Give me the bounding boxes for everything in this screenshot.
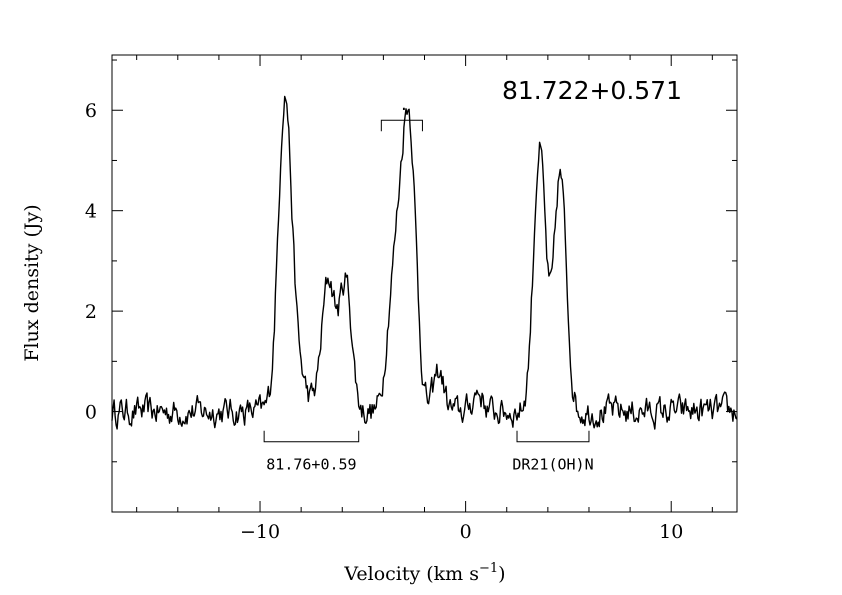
annotation-bracket [380,119,423,132]
upper-marker: · [399,100,408,118]
x-axis-title-sup: −1 [479,561,498,576]
x-axis-title-close: ) [498,563,505,585]
annotation-bracket [263,430,360,443]
x-axis-title: Velocity (km s−1) [343,561,505,585]
y-axis-title: Flux density (Jy) [21,204,43,361]
x-tick-label: 0 [460,521,472,543]
axis-ticks [112,55,737,512]
annotation-brackets: 81.76+0.59 DR21(OH)N [263,119,594,474]
plot-frame [111,54,738,513]
x-tick-label: −10 [240,521,280,543]
y-tick-label: 4 [85,201,97,223]
y-tick-label: 6 [85,100,97,122]
source-title: 81.722+0.571 [502,76,682,105]
y-tick-label: 0 [85,402,97,424]
annotation-label: 81.76+0.59 [266,456,356,474]
annotation-label: DR21(OH)N [512,456,593,474]
annotation-bracket [516,430,590,443]
y-tick-label: 2 [85,301,97,323]
tick-labels: −10 0 10 0 2 4 6 [85,100,683,543]
x-axis-title-main: Velocity (km s [343,563,479,585]
x-tick-label: 10 [659,521,683,543]
spectrum-line [111,95,738,430]
